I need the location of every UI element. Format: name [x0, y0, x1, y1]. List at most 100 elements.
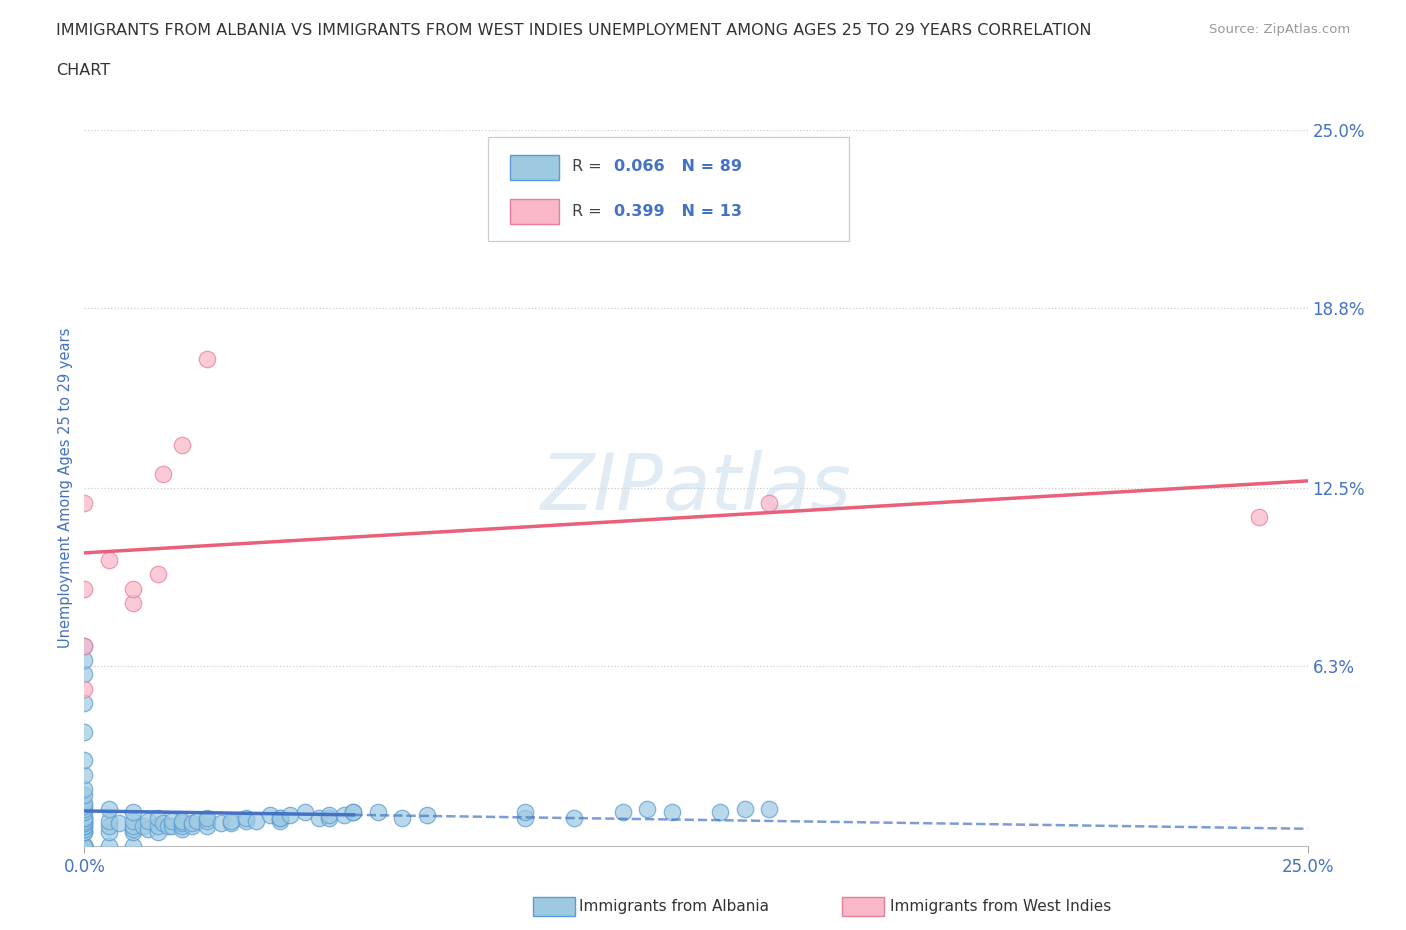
Point	[195, 813, 218, 828]
Point	[332, 807, 354, 822]
Point	[73, 825, 96, 840]
Point	[73, 816, 96, 830]
Point	[1247, 510, 1270, 525]
Point	[97, 802, 120, 817]
Point	[709, 804, 731, 819]
Text: CHART: CHART	[56, 63, 110, 78]
Point	[122, 581, 145, 596]
Point	[318, 807, 340, 822]
Point	[513, 804, 536, 819]
Point	[73, 813, 96, 828]
Point	[73, 839, 96, 854]
Point	[269, 810, 291, 825]
Point	[172, 816, 194, 830]
Point	[758, 495, 780, 510]
Point	[73, 822, 96, 837]
Point	[73, 818, 96, 833]
Point	[562, 810, 585, 825]
Point	[342, 804, 364, 819]
Point	[734, 802, 756, 817]
Point	[136, 813, 159, 828]
Point	[73, 724, 96, 739]
Point	[73, 638, 96, 653]
Point	[235, 813, 257, 828]
Text: IMMIGRANTS FROM ALBANIA VS IMMIGRANTS FROM WEST INDIES UNEMPLOYMENT AMONG AGES 2: IMMIGRANTS FROM ALBANIA VS IMMIGRANTS FR…	[56, 23, 1091, 38]
FancyBboxPatch shape	[510, 154, 560, 179]
FancyBboxPatch shape	[510, 199, 560, 224]
Point	[661, 804, 683, 819]
Point	[269, 810, 291, 825]
Point	[73, 839, 96, 854]
Text: 0.399   N = 13: 0.399 N = 13	[614, 204, 742, 219]
Point	[73, 839, 96, 854]
Point	[73, 781, 96, 796]
Point	[294, 804, 316, 819]
Point	[122, 818, 145, 833]
Point	[513, 810, 536, 825]
Point	[219, 813, 242, 828]
Point	[73, 825, 96, 840]
Point	[342, 804, 364, 819]
Point	[612, 804, 634, 819]
Point	[97, 825, 120, 840]
Point	[416, 807, 439, 822]
Point	[269, 813, 291, 828]
Point	[122, 813, 145, 828]
Point	[122, 825, 145, 840]
Point	[195, 810, 218, 825]
Point	[318, 810, 340, 825]
Point	[73, 581, 96, 596]
Point	[73, 804, 96, 819]
Point	[97, 552, 120, 567]
Point	[209, 816, 232, 830]
Point	[107, 816, 129, 830]
Point	[195, 818, 218, 833]
Text: ZIPatlas: ZIPatlas	[540, 450, 852, 526]
Point	[97, 813, 120, 828]
Text: Immigrants from Albania: Immigrants from Albania	[579, 898, 769, 914]
Text: R =: R =	[572, 159, 607, 174]
Point	[146, 810, 169, 825]
Point	[122, 822, 145, 837]
Point	[73, 839, 96, 854]
Point	[122, 839, 145, 854]
Point	[172, 818, 194, 833]
Point	[172, 822, 194, 837]
Point	[73, 682, 96, 697]
Point	[195, 352, 218, 366]
Point	[235, 810, 257, 825]
Point	[146, 566, 169, 581]
FancyBboxPatch shape	[488, 138, 849, 241]
Point	[245, 813, 267, 828]
Point	[122, 804, 145, 819]
Point	[162, 813, 184, 828]
Point	[186, 813, 208, 828]
Point	[97, 818, 120, 833]
Point	[73, 818, 96, 833]
Point	[219, 816, 242, 830]
Point	[73, 667, 96, 682]
Point	[367, 804, 389, 819]
Point	[152, 467, 174, 482]
Text: Source: ZipAtlas.com: Source: ZipAtlas.com	[1209, 23, 1350, 36]
Y-axis label: Unemployment Among Ages 25 to 29 years: Unemployment Among Ages 25 to 29 years	[58, 328, 73, 648]
Point	[73, 788, 96, 803]
Point	[181, 816, 204, 830]
Point	[758, 802, 780, 817]
Point	[73, 839, 96, 854]
Point	[122, 595, 145, 610]
Point	[172, 438, 194, 453]
Point	[146, 825, 169, 840]
Point	[73, 810, 96, 825]
Point	[73, 638, 96, 653]
Point	[73, 495, 96, 510]
Point	[73, 696, 96, 711]
Text: R =: R =	[572, 204, 607, 219]
Point	[162, 818, 184, 833]
Point	[636, 802, 658, 817]
Point	[181, 818, 204, 833]
Point	[73, 810, 96, 825]
Point	[73, 802, 96, 817]
Point	[152, 816, 174, 830]
Point	[73, 810, 96, 825]
